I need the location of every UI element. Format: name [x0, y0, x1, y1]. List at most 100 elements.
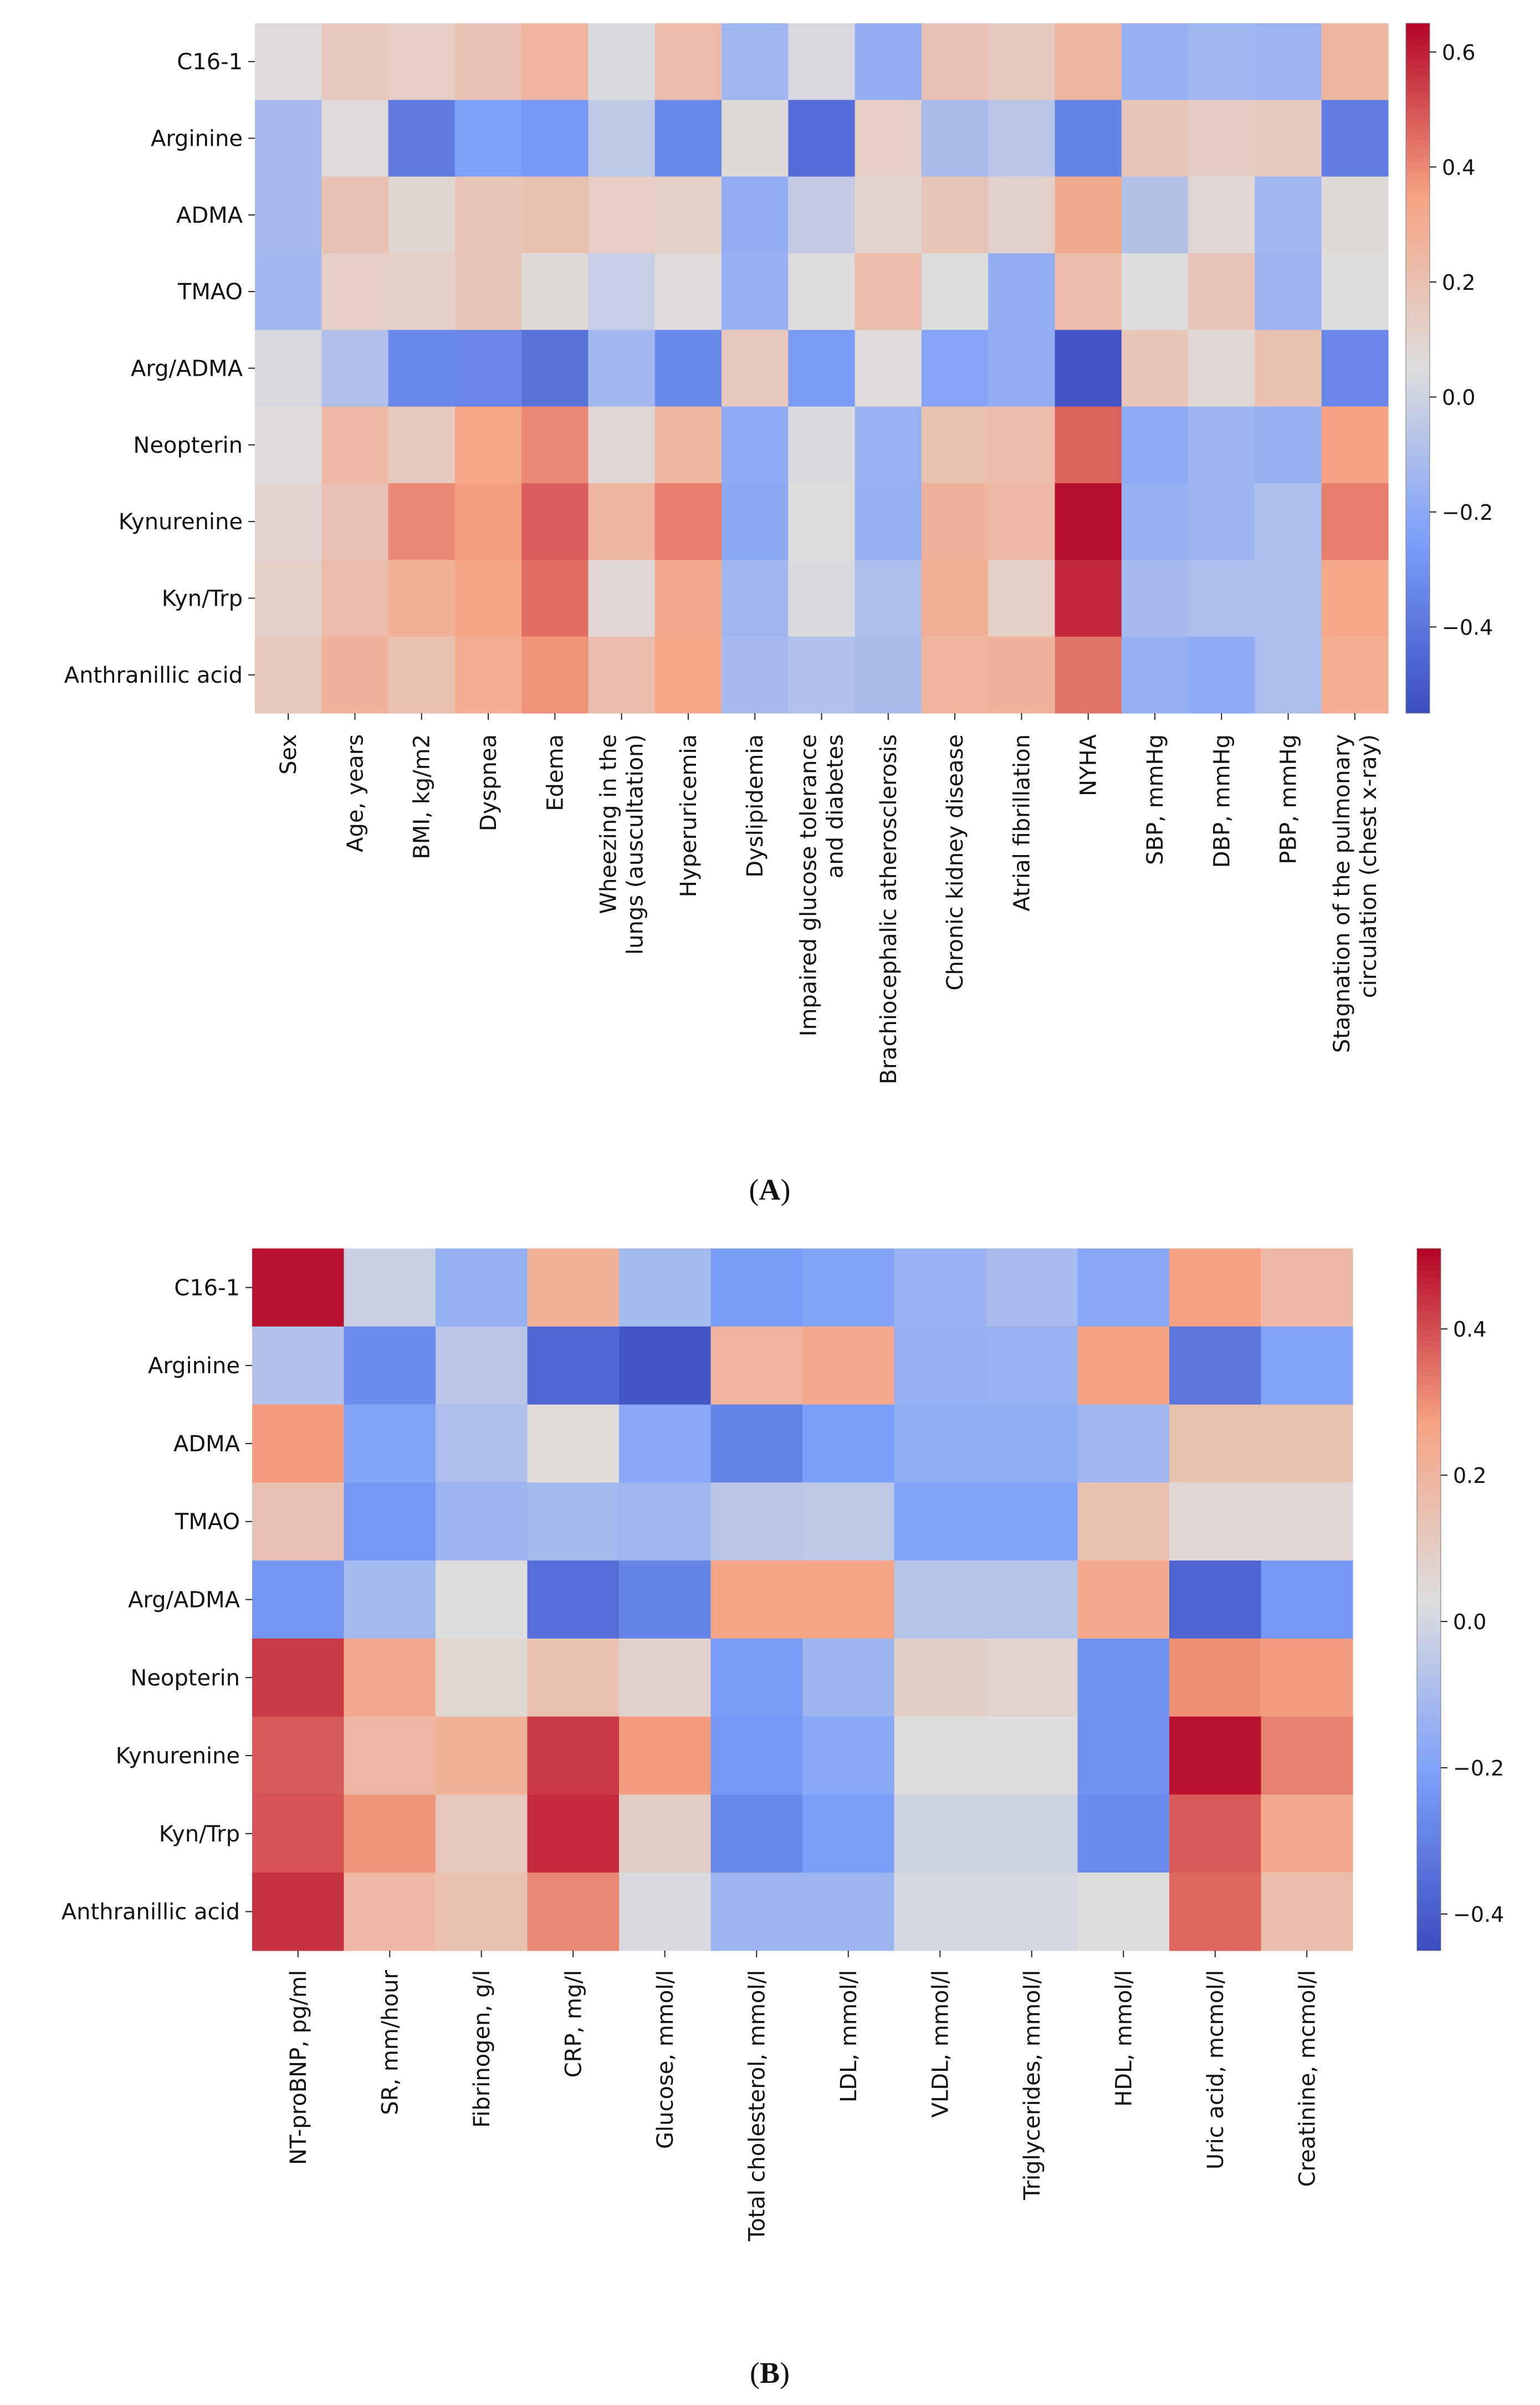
- heatmap-panel-a: C16-1 Arginine ADMA TMAO Arg/ADMA Neopterin Ky…: [64, 23, 1493, 1084]
- heatmap-cell: [710, 1872, 803, 1951]
- heatmap-cell: [921, 636, 989, 714]
- heatmap-cell: [1055, 330, 1122, 407]
- heatmap-cell: [521, 330, 589, 407]
- column-label: NT-proBNP, pg/ml: [286, 1970, 311, 2165]
- heatmap-cell: [1188, 406, 1256, 484]
- heatmap-cell: [894, 1326, 986, 1405]
- column-label: NYHA: [1076, 734, 1102, 796]
- heatmap-cell: [619, 1638, 712, 1717]
- heatmap-cell: [388, 23, 456, 100]
- heatmap-cell: [802, 1404, 895, 1483]
- heatmap-cell: [1077, 1404, 1170, 1483]
- heatmap-cell: [1169, 1482, 1262, 1561]
- heatmap-cell: [986, 1716, 1078, 1795]
- heatmap-cell: [722, 100, 789, 177]
- heatmap-cell: [988, 483, 1056, 560]
- heatmap-cell: [321, 253, 389, 330]
- heatmap-cell: [1077, 1638, 1170, 1717]
- column-label: HDL, mmol/l: [1111, 1970, 1137, 2107]
- heatmap-cell: [802, 1560, 895, 1639]
- heatmap-cell: [986, 1326, 1078, 1405]
- heatmap-cell: [388, 406, 456, 484]
- heatmap-cell: [722, 176, 789, 254]
- heatmap-cell: [921, 406, 989, 484]
- heatmap-cell: [1321, 100, 1389, 177]
- heatmap-cell: [894, 1638, 986, 1717]
- heatmap-cell: [619, 1794, 712, 1873]
- heatmap-cell: [454, 636, 522, 714]
- heatmap-cell: [1077, 1794, 1170, 1873]
- heatmap-cell: [1255, 636, 1322, 714]
- row-label: Anthranillic acid: [62, 1900, 240, 1925]
- heatmap-cell: [1169, 1794, 1262, 1873]
- heatmap-cell: [788, 253, 856, 330]
- row-label: C16-1: [177, 49, 243, 75]
- heatmap-cell: [436, 1248, 528, 1327]
- colorbar: [1416, 1248, 1441, 1951]
- heatmap-cell: [454, 330, 522, 407]
- heatmap-cell: [527, 1872, 620, 1951]
- row-label: Arg/ADMA: [131, 356, 243, 382]
- heatmap-cell: [588, 560, 656, 637]
- colorbar-tick-label: 0.0: [1453, 1610, 1486, 1634]
- heatmap-cell: [521, 560, 589, 637]
- column-label: Dyslipidemia: [743, 734, 768, 878]
- column-label: Edema: [543, 734, 568, 811]
- heatmap-cell: [388, 560, 456, 637]
- heatmap-cell: [894, 1716, 986, 1795]
- row-label: Neopterin: [130, 1665, 240, 1691]
- heatmap-cell: [252, 1872, 345, 1951]
- column-label: Impaired glucose tolerance: [796, 734, 822, 1036]
- column-label: Atrial fibrillation: [1009, 734, 1035, 912]
- heatmap-cell: [454, 23, 522, 100]
- heatmap-cell: [710, 1560, 803, 1639]
- heatmap-cell: [255, 100, 322, 177]
- heatmap-cell: [788, 560, 856, 637]
- heatmap-cell: [802, 1326, 895, 1405]
- heatmap-cell: [252, 1482, 345, 1561]
- heatmap-cell: [855, 253, 922, 330]
- row-label: Kynurenine: [119, 509, 243, 535]
- heatmap-cell: [1055, 100, 1122, 177]
- heatmap-cell: [1121, 176, 1189, 254]
- heatmap-cell: [921, 483, 989, 560]
- heatmap-cell: [436, 1326, 528, 1405]
- heatmap-panel-b: C16-1 Arginine ADMA TMAO Arg/ADMA Neopterin Ky…: [62, 1248, 1504, 2242]
- heatmap-cell: [388, 330, 456, 407]
- panel-b-caption: (B): [750, 2356, 790, 2389]
- heatmap-cell: [988, 176, 1056, 254]
- heatmap-cell: [321, 330, 389, 407]
- colorbar-tick-label: −0.4: [1453, 1902, 1504, 1927]
- heatmap-cell: [1055, 23, 1122, 100]
- column-label: Chronic kidney disease: [943, 734, 968, 990]
- heatmap-cell: [454, 176, 522, 254]
- heatmap-cell: [1055, 483, 1122, 560]
- heatmap-cell: [988, 636, 1056, 714]
- heatmap-cell: [1188, 253, 1256, 330]
- heatmap-cell: [788, 330, 856, 407]
- heatmap-cell: [1261, 1404, 1353, 1483]
- row-label: ADMA: [173, 1431, 241, 1457]
- row-label: Arg/ADMA: [128, 1588, 241, 1613]
- row-label: Kyn/Trp: [159, 1821, 240, 1847]
- heatmap-cell: [1261, 1716, 1353, 1795]
- heatmap-cell: [619, 1482, 712, 1561]
- column-label: Fibrinogen, g/l: [469, 1970, 495, 2128]
- heatmap-cell: [654, 176, 722, 254]
- colorbar-tick-label: −0.4: [1442, 615, 1493, 639]
- heatmap-cell: [619, 1872, 712, 1951]
- heatmap-cell: [1169, 1872, 1262, 1951]
- heatmap-cell: [321, 636, 389, 714]
- heatmap-cell: [255, 23, 322, 100]
- heatmap-cell: [988, 100, 1056, 177]
- heatmap-cell: [1055, 560, 1122, 637]
- column-label: Brachiocephalic atherosclerosis: [876, 734, 902, 1084]
- heatmap-cell: [344, 1482, 436, 1561]
- heatmap-cell: [321, 176, 389, 254]
- heatmap-cell: [921, 253, 989, 330]
- heatmap-cell: [1077, 1716, 1170, 1795]
- column-label: Stagnation of the pulmonary: [1329, 734, 1355, 1053]
- column-label: SBP, mmHg: [1143, 734, 1168, 865]
- heatmap-cell: [802, 1716, 895, 1795]
